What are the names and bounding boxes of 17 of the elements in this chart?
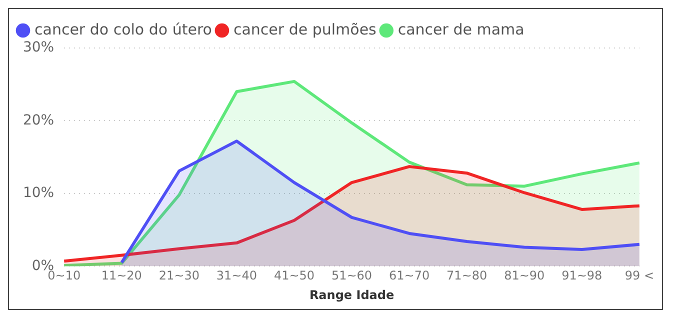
legend-label: cancer de pulmões <box>233 20 377 38</box>
x-tick-label: 41~50 <box>274 268 315 283</box>
x-tick-label: 31~40 <box>216 268 258 283</box>
y-tick-label: 20% <box>22 112 54 128</box>
x-tick-label: 61~70 <box>389 268 430 283</box>
x-tick-label: 51~60 <box>331 268 372 283</box>
x-tick-label: 71~80 <box>446 268 488 283</box>
y-tick-label: 10% <box>22 185 54 202</box>
x-tick-label: 11~20 <box>101 268 142 283</box>
y-tick-label: 30% <box>22 40 54 56</box>
x-tick-label: 99 < <box>624 268 654 283</box>
x-tick-label: 21~30 <box>158 268 200 283</box>
x-tick-label: 81~90 <box>504 268 545 283</box>
legend-label: cancer de mama <box>398 20 524 38</box>
legend-label: cancer do colo do útero <box>34 20 212 38</box>
x-tick-label: 91~98 <box>562 268 602 283</box>
x-axis-title: Range Idade <box>309 288 394 302</box>
